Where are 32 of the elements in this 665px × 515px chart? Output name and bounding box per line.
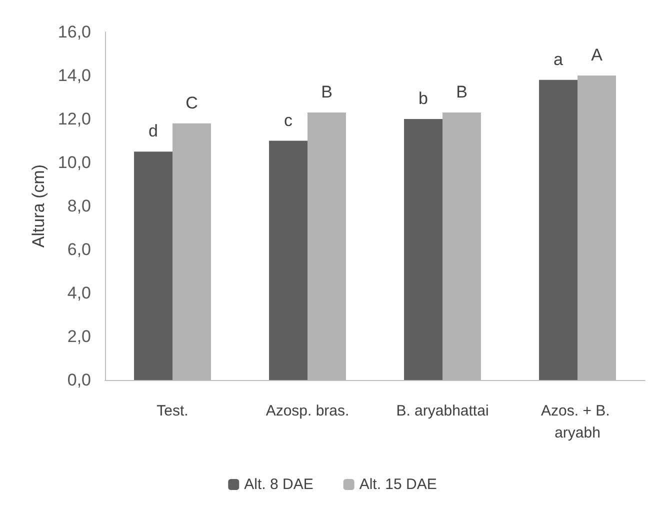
- data-label: b: [418, 89, 428, 108]
- y-tick-label: 0,0: [67, 370, 91, 390]
- x-tick-label: Test.: [156, 402, 188, 420]
- y-axis-title: Altura (cm): [29, 164, 48, 248]
- bar: [539, 80, 578, 380]
- y-tick-label: 2,0: [67, 327, 91, 346]
- bar: [269, 140, 308, 380]
- data-label: A: [591, 46, 604, 64]
- bar: [442, 112, 481, 380]
- x-tick-label: Azosp. bras.: [266, 402, 350, 420]
- y-tick-label: 6,0: [67, 240, 91, 259]
- y-tick-label: 14,0: [58, 66, 91, 85]
- data-label: d: [148, 122, 158, 141]
- legend-label: Alt. 8 DAE: [244, 476, 314, 493]
- data-label: B: [456, 82, 468, 102]
- y-tick-label: 4,0: [67, 284, 91, 302]
- bar: [308, 112, 346, 380]
- bar: [404, 119, 442, 380]
- data-label: B: [321, 82, 332, 102]
- x-tick-label: B. aryabhattai: [396, 402, 489, 420]
- y-tick-label: 10,0: [58, 153, 91, 172]
- y-tick-label: 16,0: [58, 22, 91, 42]
- legend-label: Alt. 15 DAE: [359, 476, 437, 493]
- y-tick-label: 12,0: [58, 110, 91, 128]
- x-tick-label: Azos. + B. aryabh: [541, 402, 614, 442]
- data-label: a: [554, 50, 564, 69]
- data-label: C: [186, 93, 198, 112]
- bar: [134, 152, 172, 380]
- data-label: c: [284, 110, 294, 130]
- bar: [172, 123, 211, 380]
- y-tick-label: 8,0: [67, 196, 91, 216]
- bar: [578, 76, 616, 380]
